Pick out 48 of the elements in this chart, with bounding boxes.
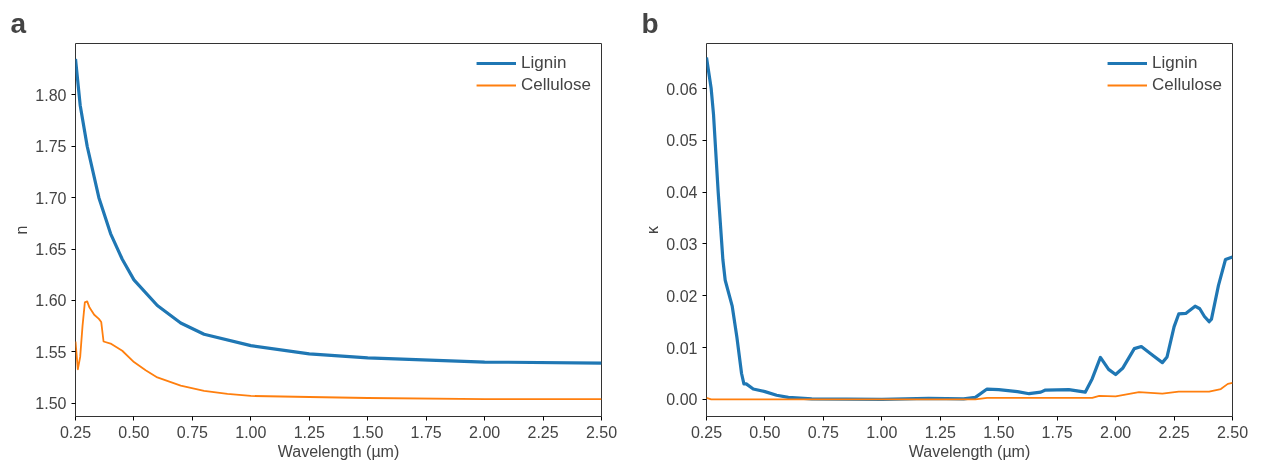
x-tick-label: 0.25 [690,423,723,441]
x-tick-label: 0.50 [749,423,781,441]
x-tick-label: 2.50 [1216,423,1249,441]
legend-label: Cellulose [1152,75,1222,95]
x-tick-label: 0.75 [807,423,840,441]
x-tick-label: 0.25 [59,423,92,441]
x-tick-label: 2.50 [585,423,618,441]
y-tick-label: 1.75 [35,138,67,156]
y-tick-label: 1.60 [35,292,67,310]
line-series [75,300,602,400]
legend-label: Lignin [1152,53,1198,73]
x-tick-label: 2.25 [527,423,559,441]
y-tick-label: 0.05 [666,132,698,150]
x-tick-label: 1.50 [352,423,384,441]
y-tick-label: 1.55 [35,343,67,361]
y-axis-title: n [13,225,31,235]
x-axis-title: Wavelength (µm) [277,442,400,460]
y-tick-label: 0.02 [666,287,698,305]
chart-title: a [10,7,27,39]
x-tick-label: 1.50 [983,423,1015,441]
y-tick-label: 1.80 [35,86,67,104]
line-series [706,381,1233,401]
y-tick-label: 0.06 [666,80,698,98]
y-tick-label: 0.03 [666,235,698,253]
x-tick-label: 1.25 [924,423,956,441]
x-tick-label: 0.75 [176,423,209,441]
x-tick-label: 2.00 [1100,423,1132,441]
x-axis-title: Wavelength (µm) [908,442,1031,460]
line-series [706,55,1233,401]
y-tick-label: 1.70 [35,189,67,207]
x-tick-label: 1.75 [410,423,442,441]
x-tick-label: 2.00 [469,423,501,441]
y-tick-label: 0.04 [666,184,698,202]
legend-label: Lignin [521,53,567,73]
y-tick-label: 0.00 [666,391,698,409]
chart-title: b [641,7,659,39]
legend-label: Cellulose [521,75,591,95]
y-tick-label: 1.50 [35,395,67,413]
x-tick-label: 0.50 [118,423,150,441]
line-series [75,57,602,365]
x-tick-label: 1.75 [1041,423,1073,441]
y-tick-label: 0.01 [666,339,698,357]
x-tick-label: 1.00 [235,423,267,441]
y-axis-title: κ [644,225,662,234]
x-tick-label: 1.00 [866,423,898,441]
x-tick-label: 2.25 [1158,423,1190,441]
y-tick-label: 1.65 [35,241,67,259]
x-tick-label: 1.25 [293,423,325,441]
